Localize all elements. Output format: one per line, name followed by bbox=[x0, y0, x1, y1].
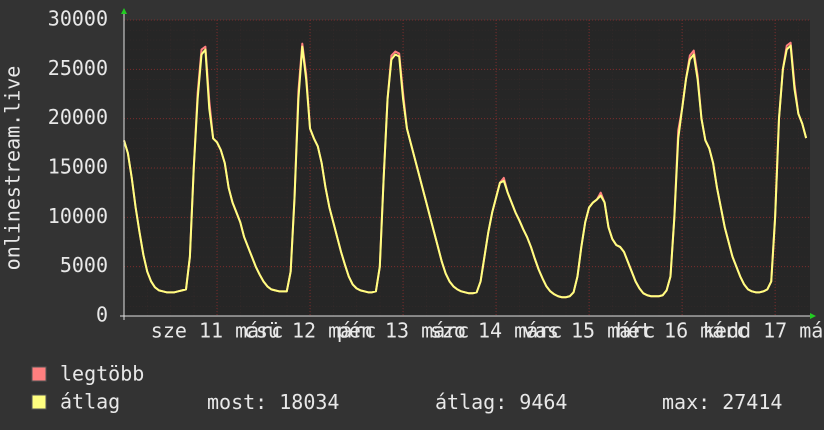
stat-value: 9464 bbox=[519, 390, 567, 414]
stat-label: átlag: bbox=[435, 390, 507, 414]
x-arrow bbox=[810, 313, 816, 319]
y-tick-label: 20000 bbox=[48, 105, 108, 129]
y-arrow bbox=[121, 8, 127, 14]
y-axis-label: onlinestream.live bbox=[1, 66, 25, 271]
data-line bbox=[123, 44, 808, 299]
stat: most: 18034 bbox=[207, 390, 339, 414]
stat-value: 27414 bbox=[722, 390, 782, 414]
x-tick-label: szo 14 márc bbox=[430, 319, 562, 343]
stat-label: most: bbox=[207, 390, 267, 414]
y-tick-label: 0 bbox=[96, 303, 108, 327]
y-tick-label: 25000 bbox=[48, 56, 108, 80]
legend-label: legtöbb bbox=[60, 362, 144, 386]
stat-value: 18034 bbox=[279, 390, 339, 414]
x-tick-label: hét 16 márc bbox=[616, 319, 748, 343]
y-tick-label: 15000 bbox=[48, 155, 108, 179]
legend-swatch bbox=[31, 366, 47, 382]
x-tick-label: kedd 17 márc bbox=[703, 319, 824, 343]
y-tick-label: 30000 bbox=[48, 7, 108, 31]
stat: átlag: 9464 bbox=[435, 390, 567, 414]
x-tick-label: pén 13 márc bbox=[337, 319, 469, 343]
y-tick-label: 5000 bbox=[60, 253, 108, 277]
x-tick-label: vas 15 márc bbox=[523, 319, 655, 343]
x-tick-label: csü 12 márc bbox=[244, 319, 376, 343]
stat: max: 27414 bbox=[662, 390, 782, 414]
x-tick-label: sze 11 márc bbox=[151, 319, 283, 343]
legend-label: átlag bbox=[60, 390, 120, 414]
stat-label: max: bbox=[662, 390, 710, 414]
legend-swatch bbox=[31, 394, 47, 410]
y-tick-label: 10000 bbox=[48, 204, 108, 228]
